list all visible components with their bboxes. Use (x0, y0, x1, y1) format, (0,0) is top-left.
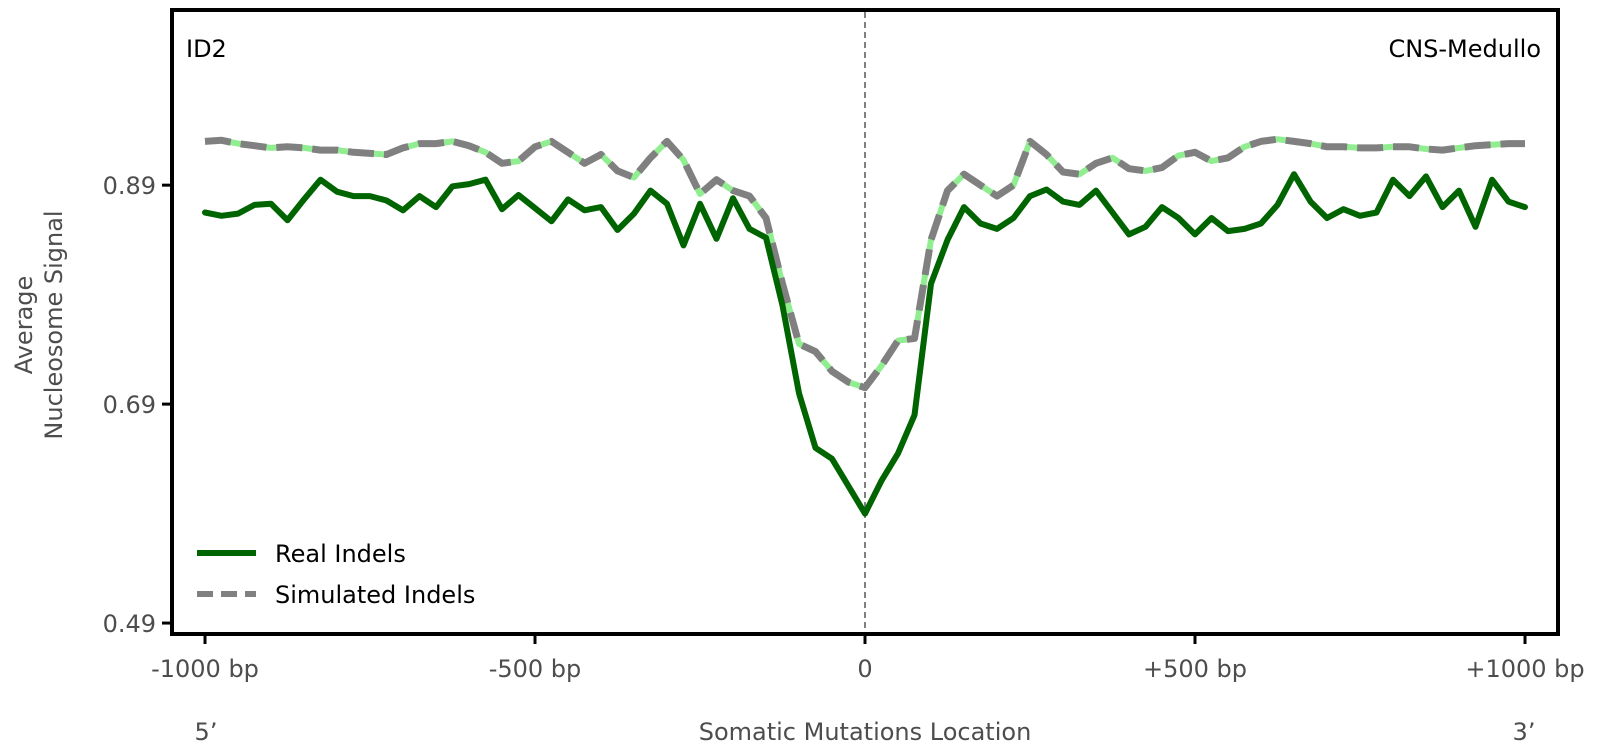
plot-frame (170, 8, 1560, 636)
legend-simulated-label: Simulated Indels (275, 581, 475, 609)
y-axis-title-line-1: Average (10, 276, 38, 375)
series-layer (202, 135, 1528, 517)
x-tick-label: -1000 bp (151, 655, 259, 683)
three-prime-end-label: 3’ (1513, 718, 1536, 746)
x-tick-label: 0 (857, 655, 872, 683)
y-axis-title-line-2: Nucleosome Signal (40, 210, 68, 439)
chart-title-left: ID2 (186, 35, 227, 63)
chart-title-right: CNS-Medullo (1388, 35, 1541, 63)
y-tick-label: 0.89 (103, 172, 156, 200)
legend-real-label: Real Indels (275, 540, 406, 568)
real-indels-line (202, 171, 1528, 517)
y-tick-label: 0.69 (103, 391, 156, 419)
simulated-indels-line (204, 135, 1525, 392)
y-tick-label: 0.49 (103, 610, 156, 638)
x-axis: -1000 bp -500 bp 0 +500 bp +1000 bp (151, 634, 1585, 683)
x-axis-title: Somatic Mutations Location (699, 718, 1032, 746)
legend: Real Indels Simulated Indels (197, 540, 475, 609)
x-tick-label: +500 bp (1143, 655, 1247, 683)
x-tick-label: -500 bp (489, 655, 582, 683)
five-prime-end-label: 5’ (195, 718, 218, 746)
x-tick-label: +1000 bp (1465, 655, 1584, 683)
y-axis: 0.49 0.69 0.89 (103, 172, 172, 638)
